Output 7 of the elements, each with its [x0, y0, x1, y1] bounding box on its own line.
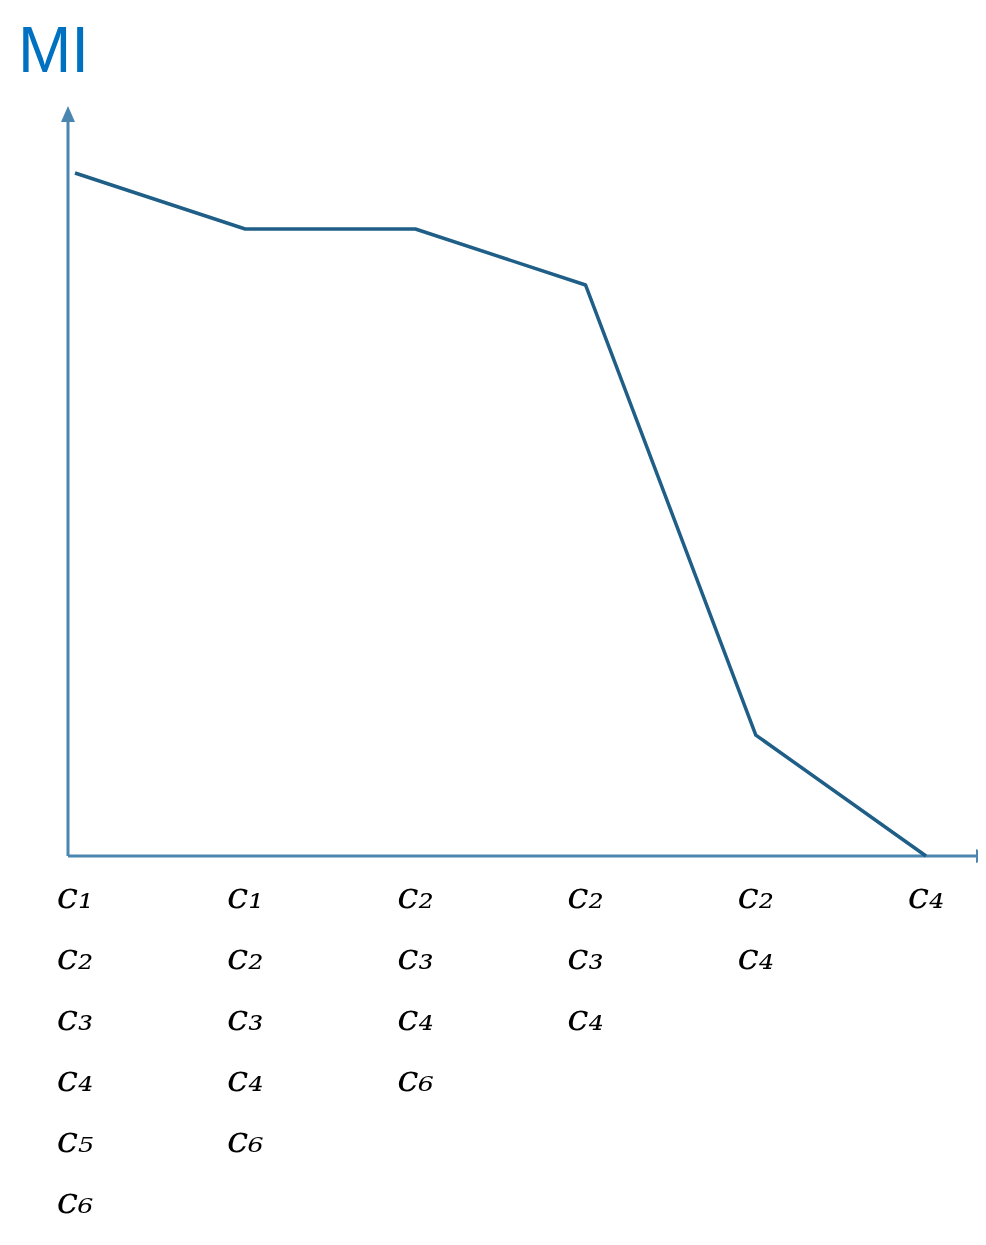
x-tick-label: c₁ c₂ c₃ c₄ c₆: [226, 873, 264, 1161]
x-tick-label: c₂ c₃ c₄ c₆: [397, 873, 434, 1100]
x-tick-label: c₂ c₄: [737, 873, 775, 978]
x-tick-label: c₂ c₃ c₄: [567, 873, 604, 1039]
y-axis-title: MI: [18, 14, 90, 86]
x-tick-label: c₁ c₂ c₃ c₄ c₅ c₆: [56, 873, 94, 1222]
x-tick-label: c₄: [907, 873, 945, 917]
